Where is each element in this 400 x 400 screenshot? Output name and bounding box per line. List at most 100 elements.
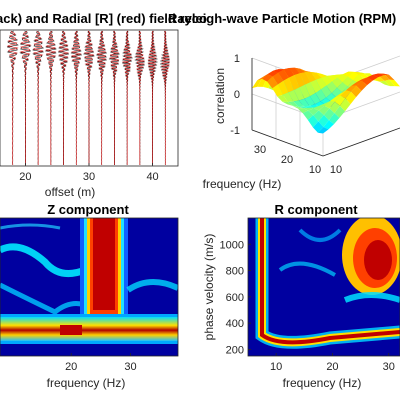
z-component-x-tick-label: 20 <box>65 361 77 373</box>
seismogram-trace <box>19 30 32 166</box>
r-component-ylabel: phase velocity (m/s) <box>202 234 216 341</box>
rpm-surface-facet <box>356 80 367 91</box>
rpm-surface-facet <box>316 72 327 78</box>
rpm-surface-facet <box>350 85 362 98</box>
rpm-surface-facet <box>353 71 365 75</box>
rpm-ztick-label: 1 <box>234 53 240 65</box>
rpm-surface-facet <box>288 90 299 102</box>
rpm-surface-facet <box>293 105 304 109</box>
rpm-surface-facet <box>289 67 300 76</box>
r-component-y-tick-label: 200 <box>226 344 244 356</box>
rpm-surface-facet <box>292 105 304 109</box>
rpm-surface-facet <box>278 69 289 81</box>
z-component-xlabel: frequency (Hz) <box>47 376 126 390</box>
rpm-surface-facet <box>315 89 326 102</box>
rpm-zlabel: correlation <box>213 68 227 124</box>
rpm-surface-facet <box>384 79 395 87</box>
rpm-surface-facet <box>334 105 345 118</box>
r-component-x-tick-label: 20 <box>326 361 338 373</box>
rpm-surface-facet <box>288 75 300 91</box>
rpm-surface-facet <box>323 120 334 130</box>
rpm-surface-facet <box>303 107 314 111</box>
r-component-image <box>248 218 400 356</box>
rpm-ytick-label: 10 <box>330 164 342 176</box>
rpm-panel: Rayleigh-wave Particle Motion (RPM) fi 1… <box>168 11 400 191</box>
rpm-surface-facet <box>383 73 395 81</box>
rpm-surface-facet <box>282 92 294 102</box>
rpm-surface-facet <box>337 82 348 93</box>
rpm-surface-facet <box>294 67 306 74</box>
seismogram-trace <box>135 30 145 166</box>
rpm-xtick-label: 30 <box>254 144 266 156</box>
seismogram-x-tick-label: 30 <box>83 171 95 183</box>
seismogram-trace <box>96 30 107 165</box>
r-component-y-tick-label: 800 <box>226 266 244 278</box>
rpm-surface-facet <box>348 71 359 81</box>
seismogram-panel: ack) and Radial [R] (red) field reco 20 3… <box>0 11 207 199</box>
z-component-panel: Z component 20 30 frequency (Hz) <box>0 202 179 390</box>
rpm-surface-facet <box>351 80 362 86</box>
rpm-surface-facet <box>262 74 273 82</box>
rpm-surface-facet <box>307 115 319 128</box>
rpm-surface-facet <box>294 73 305 88</box>
rpm-surface-facet <box>287 104 299 108</box>
rpm-surface-facet <box>356 77 368 82</box>
seismogram-trace <box>161 30 171 166</box>
r-component-x-ticks: 10 20 30 <box>270 353 395 373</box>
rpm-ztick-label: 0 <box>234 89 240 101</box>
rpm-surface-facet <box>310 72 322 80</box>
rpm-surface-facet <box>315 77 327 90</box>
rpm-surface-facet <box>302 110 314 120</box>
rpm-surface-facet <box>339 98 351 112</box>
rpm-surface-facet <box>313 105 325 111</box>
rpm-surface-facet <box>293 100 304 107</box>
rpm-surface-facet <box>317 127 329 134</box>
rpm-surface-facet <box>328 113 340 125</box>
rpm-surface-facet <box>389 79 400 87</box>
rpm-surface-facet <box>304 96 315 106</box>
rpm-surface-facet <box>326 75 338 82</box>
rpm-surface-facet <box>331 87 343 98</box>
r-component-x-tick-label: 10 <box>270 361 282 373</box>
rpm-ztick-label: -1 <box>230 125 240 137</box>
r-component-y-tick-label: 400 <box>226 318 244 330</box>
r-component-title: R component <box>274 202 358 217</box>
seismogram-trace <box>109 30 120 165</box>
rpm-surface-facet <box>337 74 348 83</box>
seismogram-trace <box>32 30 44 166</box>
rpm-surface-facet <box>323 108 335 121</box>
rpm-surface-facet <box>267 70 279 77</box>
rpm-surface-facet <box>299 72 311 85</box>
rpm-surface-facet <box>257 74 268 81</box>
rpm-surface-facet <box>321 76 332 86</box>
seismogram-trace <box>71 30 82 166</box>
rpm-surface-facet <box>342 71 354 77</box>
rpm-xtick-label: 20 <box>281 154 293 166</box>
seismogram-trace <box>147 30 158 166</box>
rpm-surface-facet <box>332 74 343 78</box>
rpm-surface-facet <box>335 90 346 98</box>
rpm-surface-facet <box>304 82 316 97</box>
rpm-surface-facet <box>379 80 390 87</box>
rpm-surface-facet <box>278 68 290 70</box>
rpm-surface-facet <box>324 101 335 109</box>
rpm-surface-facet <box>267 76 278 89</box>
seismogram-trace <box>6 30 19 166</box>
z-component-axes-box <box>0 217 179 357</box>
seismogram-trace <box>84 30 94 166</box>
seismogram-x-tick-label: 40 <box>146 171 158 183</box>
rpm-surface-facet <box>361 77 373 86</box>
rpm-surface-facet <box>272 72 284 85</box>
rpm-surface-facet <box>318 115 329 127</box>
r-component-panel: R component 200 400 600 800 1000 10 20 30 phas… <box>202 202 400 390</box>
seismogram-trace <box>122 30 132 166</box>
rpm-surface-facet <box>313 110 324 122</box>
rpm-surface-facet <box>273 69 284 73</box>
rpm-surface <box>252 67 400 134</box>
rpm-surface-facet <box>308 108 319 116</box>
rpm-surface-facet <box>282 101 293 106</box>
rpm-surface-facet <box>353 74 364 83</box>
rpm-surface-facet <box>283 68 295 78</box>
rpm-surface-facet <box>326 93 337 102</box>
